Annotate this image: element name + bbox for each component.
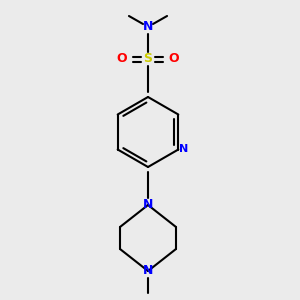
Text: N: N [143,20,153,34]
Text: S: S [143,52,152,65]
Text: N: N [143,199,153,212]
Text: O: O [117,52,127,65]
Text: N: N [179,145,188,154]
Text: O: O [169,52,179,65]
Text: N: N [143,265,153,278]
